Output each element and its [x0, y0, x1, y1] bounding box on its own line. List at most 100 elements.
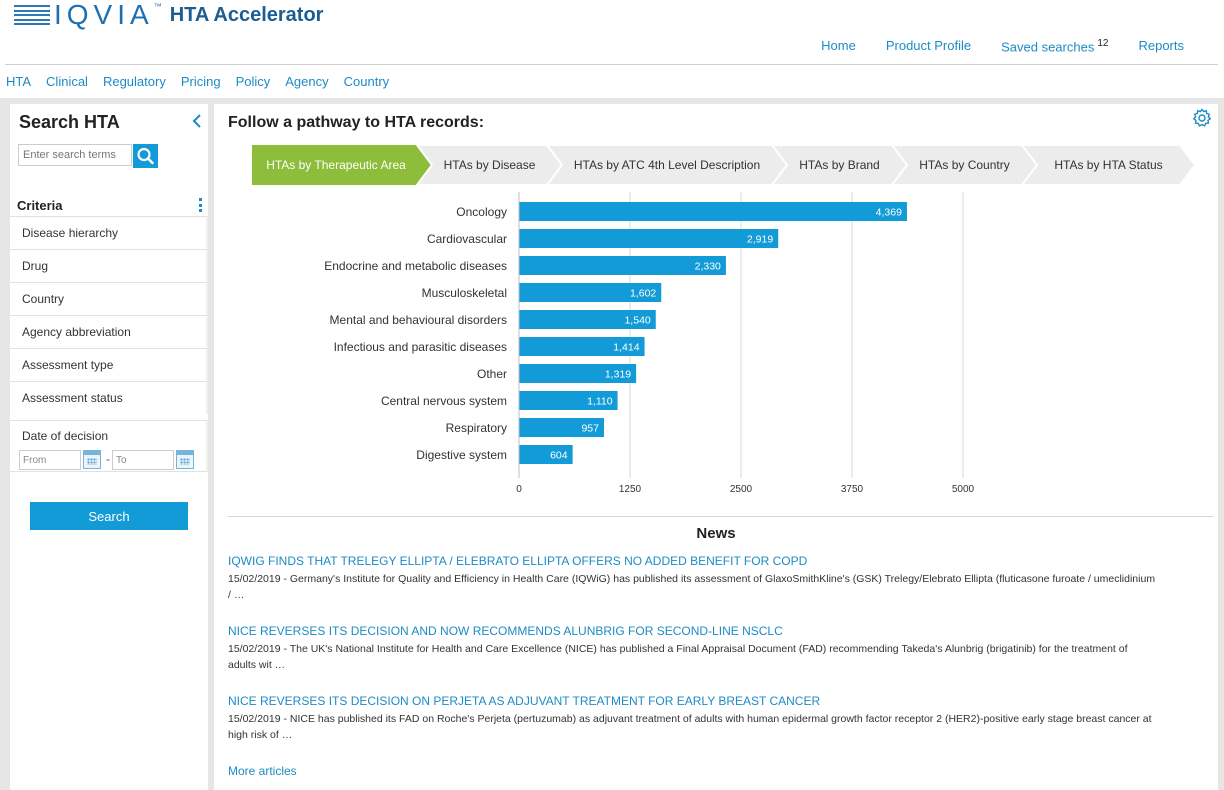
bar[interactable] [519, 256, 726, 275]
category-label: Musculoskeletal [422, 286, 507, 300]
x-tick-label: 0 [516, 484, 522, 495]
news-headline-link[interactable]: NICE REVERSES ITS DECISION AND NOW RECOM… [228, 624, 783, 638]
top-nav: Home Product Profile Saved searches 12 Re… [821, 38, 1184, 54]
sub-nav-agency[interactable]: Agency [285, 74, 329, 89]
bar[interactable] [519, 445, 573, 464]
news-article: IQWIG FINDS THAT TRELEGY ELLIPTA / ELEBR… [228, 554, 1158, 603]
sub-nav-policy[interactable]: Policy [235, 74, 271, 89]
category-label: Digestive system [416, 448, 507, 462]
sub-nav: HTA Clinical Regulatory Pricing Policy A… [6, 74, 389, 89]
news-summary: 15/02/2019 - Germany's Institute for Qua… [228, 573, 1156, 601]
search-button[interactable]: Search [30, 502, 188, 530]
date-separator: - [106, 452, 110, 466]
search-icon[interactable] [133, 144, 158, 168]
date-to-input[interactable] [112, 450, 174, 470]
criteria-drug[interactable]: Drug [10, 249, 208, 282]
pathway-step-shape-2 [545, 145, 789, 185]
x-tick-label: 3750 [841, 484, 864, 495]
news-summary: 15/02/2019 - NICE has published its FAD … [228, 713, 1152, 741]
logo-text: IQVIA [54, 0, 154, 30]
saved-searches-label: Saved searches [1001, 39, 1095, 55]
sidebar-title: Search HTA [19, 112, 120, 132]
kebab-menu-icon[interactable] [199, 198, 203, 212]
pathway-step-shape-1 [415, 145, 564, 185]
pathway-step-shape-0 [252, 145, 432, 185]
criteria-list: Disease hierarchy Drug Country Agency ab… [10, 216, 208, 414]
bar[interactable] [519, 310, 656, 329]
category-label: Other [477, 367, 507, 381]
category-label: Central nervous system [381, 394, 507, 408]
sub-nav-pricing[interactable]: Pricing [180, 74, 221, 89]
data-label: 1,602 [630, 288, 656, 300]
bar[interactable] [519, 283, 662, 302]
data-label: 2,919 [747, 234, 773, 246]
data-label: 1,414 [613, 342, 639, 354]
x-tick-label: 5000 [952, 484, 975, 495]
calendar-icon[interactable] [176, 450, 194, 469]
search-input[interactable] [18, 144, 132, 166]
criteria-country[interactable]: Country [10, 282, 208, 315]
bar[interactable] [519, 229, 779, 248]
more-articles-link[interactable]: More articles [228, 764, 297, 778]
date-from-input[interactable] [19, 450, 81, 470]
news-summary: 15/02/2019 - The UK's National Institute… [228, 643, 1128, 671]
pathway-steps: HTAs by Therapeutic Area HTAs by Disease… [252, 145, 1202, 185]
bar[interactable] [519, 418, 604, 437]
category-label: Cardiovascular [427, 232, 507, 246]
top-nav-saved-searches[interactable]: Saved searches 12 [1001, 38, 1108, 54]
top-nav-reports[interactable]: Reports [1138, 38, 1184, 53]
news-heading: News [696, 525, 736, 542]
logo-trademark: ™ [153, 2, 162, 11]
therapeutic-area-chart: 0 1250 2500 3750 5000 Oncology 4,369 Cardiovasc… [214, 192, 1218, 502]
pathway-title: Follow a pathway to HTA records: [228, 114, 485, 131]
top-nav-home[interactable]: Home [821, 38, 856, 53]
bar-chart-svg: 0 1250 2500 3750 5000 Oncology 4,369 Cardiovasc… [324, 192, 975, 495]
criteria-heading: Criteria [17, 198, 63, 213]
category-label: Infectious and parasitic diseases [334, 340, 507, 354]
pathway-step-disease[interactable]: HTAs by Disease [443, 158, 536, 172]
news-divider [228, 516, 1214, 517]
bar[interactable] [519, 391, 618, 410]
pathway-step-country[interactable]: HTAs by Country [919, 158, 1010, 172]
news-article: NICE REVERSES ITS DECISION ON PERJETA AS… [228, 694, 1158, 743]
criteria-assessment-status[interactable]: Assessment status [10, 381, 208, 414]
criteria-agency-abbreviation[interactable]: Agency abbreviation [10, 315, 208, 348]
pathway-step-shape-4 [890, 145, 1039, 185]
category-label: Respiratory [446, 421, 507, 435]
data-label: 1,110 [587, 396, 613, 408]
pathway-step-atc[interactable]: HTAs by ATC 4th Level Description [573, 158, 761, 172]
pathway-step-brand[interactable]: HTAs by Brand [799, 158, 880, 172]
saved-searches-count: 12 [1097, 38, 1109, 49]
news-headline-link[interactable]: NICE REVERSES ITS DECISION ON PERJETA AS… [228, 694, 821, 708]
x-tick-label: 1250 [619, 484, 642, 495]
bar[interactable] [519, 202, 907, 221]
x-tick-label: 2500 [730, 484, 753, 495]
bar[interactable] [519, 364, 637, 383]
criteria-disease-hierarchy[interactable]: Disease hierarchy [10, 216, 208, 249]
top-nav-product-profile[interactable]: Product Profile [885, 38, 972, 53]
pathway-step-shape-3 [770, 145, 909, 185]
pathway-step-hta-status[interactable]: HTAs by HTA Status [1054, 158, 1163, 172]
pathway-step-therapeutic-area[interactable]: HTAs by Therapeutic Area [266, 158, 406, 172]
sub-nav-clinical[interactable]: Clinical [46, 74, 88, 89]
calendar-icon[interactable] [83, 450, 101, 469]
data-label: 957 [581, 423, 599, 435]
news-headline-link[interactable]: IQWIG FINDS THAT TRELEGY ELLIPTA / ELEBR… [228, 554, 808, 568]
search-sidebar: Search HTA Criteria Disease hierarchy Dr… [10, 104, 208, 790]
data-label: 2,330 [695, 261, 721, 273]
gear-icon[interactable] [1192, 108, 1212, 128]
date-of-decision: Date of decision - [10, 420, 208, 472]
bar[interactable] [519, 337, 645, 356]
chevron-left-icon[interactable] [192, 114, 202, 128]
data-label: 1,319 [605, 369, 631, 381]
sub-nav-country[interactable]: Country [343, 74, 390, 89]
header-divider [5, 64, 1218, 65]
criteria-assessment-type[interactable]: Assessment type [10, 348, 208, 381]
category-label: Endocrine and metabolic diseases [324, 259, 507, 273]
pathway-shapes [252, 145, 1197, 185]
iqvia-logo-icon [14, 5, 50, 25]
sub-nav-hta[interactable]: HTA [6, 74, 32, 89]
sub-nav-regulatory[interactable]: Regulatory [102, 74, 166, 89]
date-of-decision-label: Date of decision [22, 429, 109, 443]
brand-logo[interactable]: IQVIA ™ HTA Accelerator [14, 0, 323, 30]
